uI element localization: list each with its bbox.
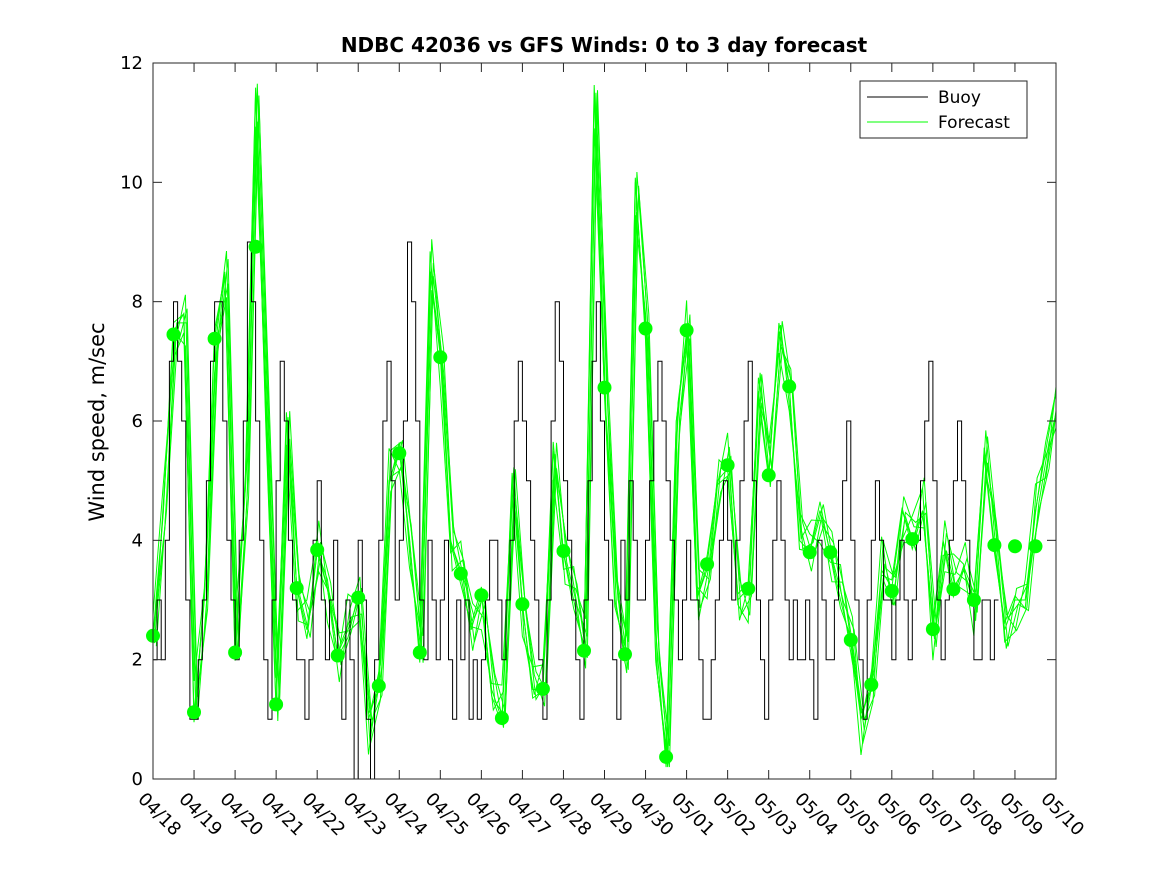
forecast-marker	[618, 647, 632, 662]
forecast-marker	[433, 350, 448, 365]
forecast-marker	[966, 593, 981, 607]
forecast-marker	[474, 588, 489, 603]
legend-buoy-label: Buoy	[938, 88, 981, 108]
forecast-line	[155, 99, 1056, 768]
forecast-marker	[207, 331, 222, 346]
forecast-line	[154, 83, 1056, 768]
forecast-marker	[330, 648, 345, 663]
forecast-marker	[782, 379, 797, 394]
forecast-marker	[843, 633, 858, 647]
y-axis: 0 2 4 6 8 10 12	[120, 53, 1056, 790]
forecast-marker	[187, 705, 201, 720]
y-tick-label: 2	[132, 650, 143, 671]
forecast-marker	[577, 643, 591, 658]
y-tick-label: 8	[132, 292, 143, 313]
forecast-series	[153, 83, 1056, 768]
forecast-marker	[556, 544, 571, 559]
legend-box	[859, 80, 1028, 139]
forecast-marker	[289, 581, 304, 596]
chart-title: NDBC 42036 vs GFS Winds: 0 to 3 day fore…	[341, 33, 868, 57]
forecast-marker	[392, 446, 407, 461]
forecast-marker	[269, 697, 284, 712]
forecast-marker	[453, 566, 468, 581]
forecast-marker	[1008, 539, 1022, 554]
forecast-marker	[823, 545, 838, 560]
forecast-marker	[535, 681, 550, 696]
forecast-marker	[884, 584, 899, 598]
buoy-line	[153, 241, 999, 779]
forecast-marker	[371, 678, 386, 693]
buoy-series	[153, 241, 999, 779]
forecast-marker	[905, 532, 920, 547]
forecast-marker	[412, 645, 427, 660]
forecast-marker	[987, 538, 1002, 553]
y-tick-label: 10	[120, 172, 143, 193]
forecast-marker	[166, 327, 181, 342]
forecast-marker	[638, 321, 653, 336]
forecast-line	[153, 84, 1056, 747]
legend-forecast-label: Forecast	[938, 113, 1010, 133]
forecast-marker	[925, 622, 940, 637]
y-tick-label: 0	[132, 769, 143, 790]
forecast-marker	[228, 645, 243, 660]
forecast-marker	[741, 581, 756, 596]
y-tick-label: 6	[132, 411, 143, 432]
forecast-marker	[720, 458, 735, 473]
forecast-marker	[864, 677, 879, 692]
forecast-marker	[700, 557, 715, 572]
forecast-marker	[515, 597, 530, 612]
forecast-marker	[494, 711, 509, 726]
y-axis-label: Wind speed, m/sec	[85, 322, 109, 521]
forecast-marker	[659, 749, 674, 764]
y-tick-label: 4	[132, 530, 143, 551]
forecast-marker	[946, 582, 961, 597]
forecast-marker	[597, 380, 612, 395]
forecast-marker	[351, 590, 366, 605]
forecast-marker	[1028, 539, 1043, 554]
forecast-line	[155, 90, 1056, 746]
forecast-marker	[802, 545, 817, 560]
legend: Buoy Forecast	[859, 80, 1028, 139]
forecast-marker	[761, 468, 776, 483]
forecast-marker	[679, 323, 694, 338]
forecast-marker	[248, 239, 263, 254]
y-tick-label: 12	[120, 53, 143, 74]
forecast-marker	[310, 542, 325, 557]
